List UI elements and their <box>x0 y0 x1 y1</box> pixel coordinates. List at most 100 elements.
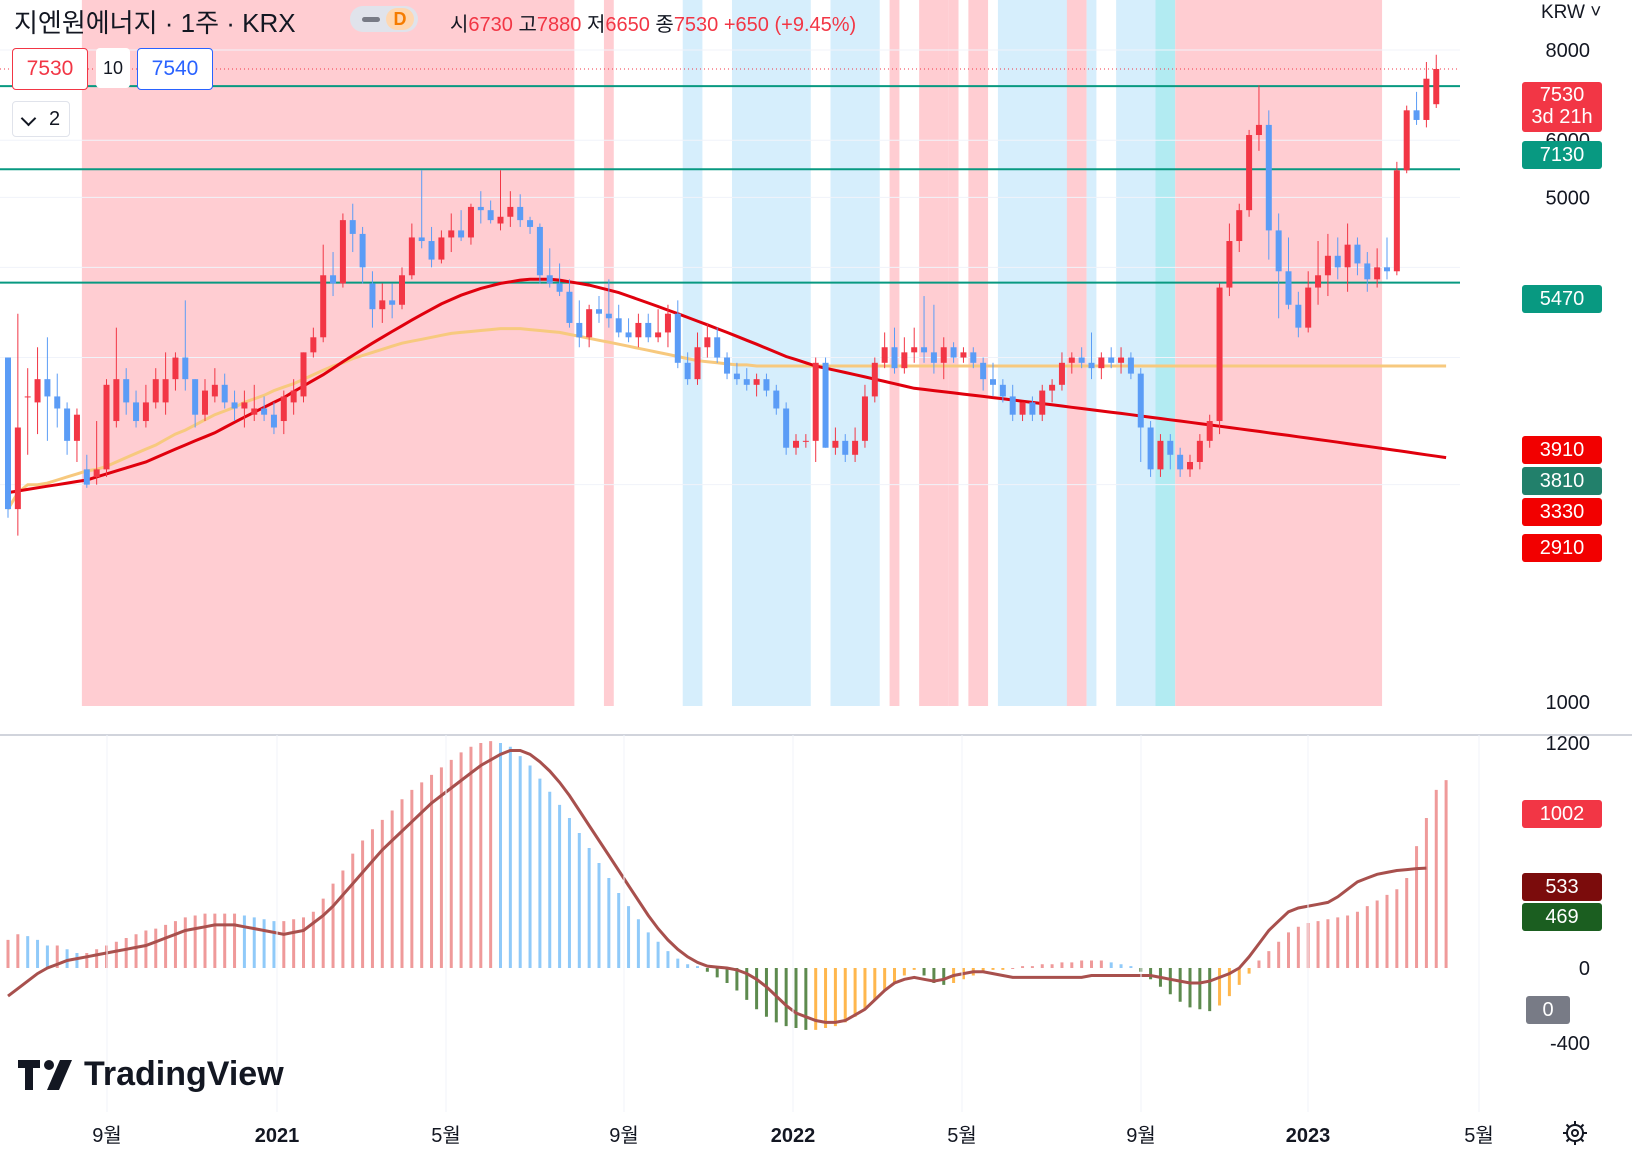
candle <box>793 434 799 455</box>
candle-body <box>1285 271 1292 305</box>
candle-body <box>1384 267 1390 272</box>
indicators-collapse-button[interactable]: 2 <box>12 101 70 137</box>
candle-body <box>83 469 90 485</box>
macd-histogram-bar <box>853 968 857 1017</box>
macd-histogram-bar <box>1070 962 1074 968</box>
candle <box>310 327 317 358</box>
macd-histogram-bar <box>193 915 197 968</box>
macd-histogram-bar <box>1129 966 1133 968</box>
candle-body <box>182 357 189 380</box>
candle-body <box>399 275 405 305</box>
candle-body <box>54 396 61 409</box>
macd-histogram-bar <box>873 968 877 1000</box>
sell-price-button[interactable]: 7530 <box>12 48 88 90</box>
macd-histogram-bar <box>824 968 828 1028</box>
candle <box>339 213 346 288</box>
gear-icon[interactable] <box>1562 1120 1588 1146</box>
candle <box>1167 434 1174 470</box>
macd-histogram-bar <box>696 966 699 968</box>
candle <box>812 357 819 462</box>
candle <box>162 352 169 415</box>
macd-histogram-bar <box>1346 915 1350 968</box>
macd-histogram-bar <box>1434 789 1438 968</box>
candle <box>586 304 593 348</box>
macd-histogram-bar <box>548 791 552 968</box>
candle <box>1433 54 1440 108</box>
buy-price-button[interactable]: 7540 <box>137 48 213 90</box>
candle <box>280 390 287 435</box>
candle <box>881 332 888 369</box>
candle <box>418 170 425 249</box>
macd-histogram-bar <box>794 968 798 1028</box>
candle <box>152 368 159 409</box>
macd-histogram-bar <box>1424 818 1428 968</box>
candle-body <box>625 332 632 338</box>
candle-body <box>861 396 868 441</box>
macd-histogram-bar <box>725 968 729 983</box>
candle-body <box>960 352 967 358</box>
time-axis: 9월 2021 5월 9월 2022 5월 9월 2023 5월 <box>92 735 1494 1147</box>
candle <box>467 203 474 245</box>
candle <box>753 373 760 397</box>
price-tag-3810: 3810 <box>1522 467 1602 495</box>
candle-body <box>1374 267 1381 280</box>
candle <box>211 368 218 403</box>
macd-histogram-bar <box>755 968 759 1010</box>
candle-body <box>714 337 721 358</box>
interval-toggle[interactable]: D <box>350 6 418 32</box>
candle <box>566 279 573 328</box>
tradingview-logo[interactable]: TradingView <box>16 1052 284 1096</box>
macd-histogram-bar <box>577 833 581 968</box>
candle <box>428 226 435 268</box>
candle-body <box>359 233 366 268</box>
candle <box>1246 129 1253 217</box>
candle-body <box>1226 241 1233 288</box>
candle-body <box>990 379 996 385</box>
candle-body <box>202 390 208 415</box>
macd-histogram-bar <box>272 921 276 968</box>
candle-body <box>418 237 425 242</box>
macd-histogram-bar <box>223 913 227 968</box>
candle <box>625 318 632 343</box>
price-tag-last-time: 3d 21h <box>1531 106 1593 128</box>
candle <box>497 170 504 231</box>
candle-body <box>1344 244 1351 268</box>
candle-body <box>1068 357 1075 363</box>
symbol-title[interactable]: 지엔원에너지 · 1주 · KRX <box>14 8 296 38</box>
candle-body <box>802 440 809 442</box>
price-scale-currency[interactable]: KRW ˅ <box>1541 2 1602 23</box>
candle <box>1295 291 1302 338</box>
trend-zone-bear <box>682 0 703 706</box>
candle-body <box>1127 357 1134 374</box>
candle-body <box>842 440 849 455</box>
candle-body <box>408 237 415 276</box>
horizontal-levels <box>0 68 1460 284</box>
quantity-field[interactable]: 10 <box>96 48 130 88</box>
macd-histogram-bar <box>942 968 946 985</box>
candle-body <box>1098 357 1105 369</box>
macd-histogram-bar <box>843 968 847 1023</box>
candle-body <box>704 337 711 348</box>
macd-tag-histogram: 1002 <box>1522 800 1602 828</box>
candle-body <box>556 283 563 292</box>
candle <box>14 313 21 536</box>
candle <box>1216 283 1223 435</box>
candle-body <box>901 352 908 369</box>
tradingview-logo-text: TradingView <box>84 1054 284 1093</box>
macd-histogram-bar <box>351 853 355 968</box>
ohlc-open: 6730 <box>468 14 513 36</box>
candle-body <box>852 440 859 455</box>
candlestick-series <box>5 54 1440 536</box>
candle <box>438 230 445 264</box>
interval-badge[interactable]: D <box>386 8 414 30</box>
candle <box>822 357 829 448</box>
candle-body <box>1324 255 1331 276</box>
macd-histogram-bar <box>1090 960 1093 968</box>
candle <box>1324 233 1331 297</box>
candle <box>1058 352 1065 391</box>
candle-body <box>921 347 928 353</box>
candle-body <box>1078 357 1085 363</box>
candle-body <box>458 230 465 238</box>
candle-body <box>1019 402 1026 415</box>
